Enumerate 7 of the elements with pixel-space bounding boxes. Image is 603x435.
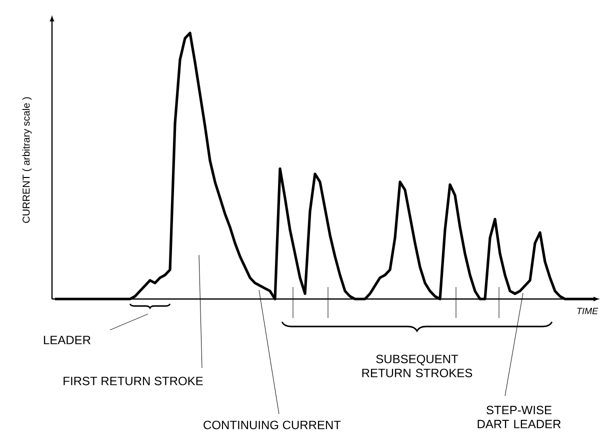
text: STEP-WISE DART LEADER xyxy=(478,406,561,428)
y-axis-title: CURRENT ( arbitrary scale ) xyxy=(22,97,32,223)
text: SUBSEQUENT RETURN STROKES xyxy=(362,354,472,378)
text: LEADER xyxy=(44,336,90,344)
text: CONTINUING CURRENT xyxy=(204,420,341,430)
x-axis-title: TIME xyxy=(577,308,598,314)
text: FIRST RETURN STROKE xyxy=(64,376,203,386)
